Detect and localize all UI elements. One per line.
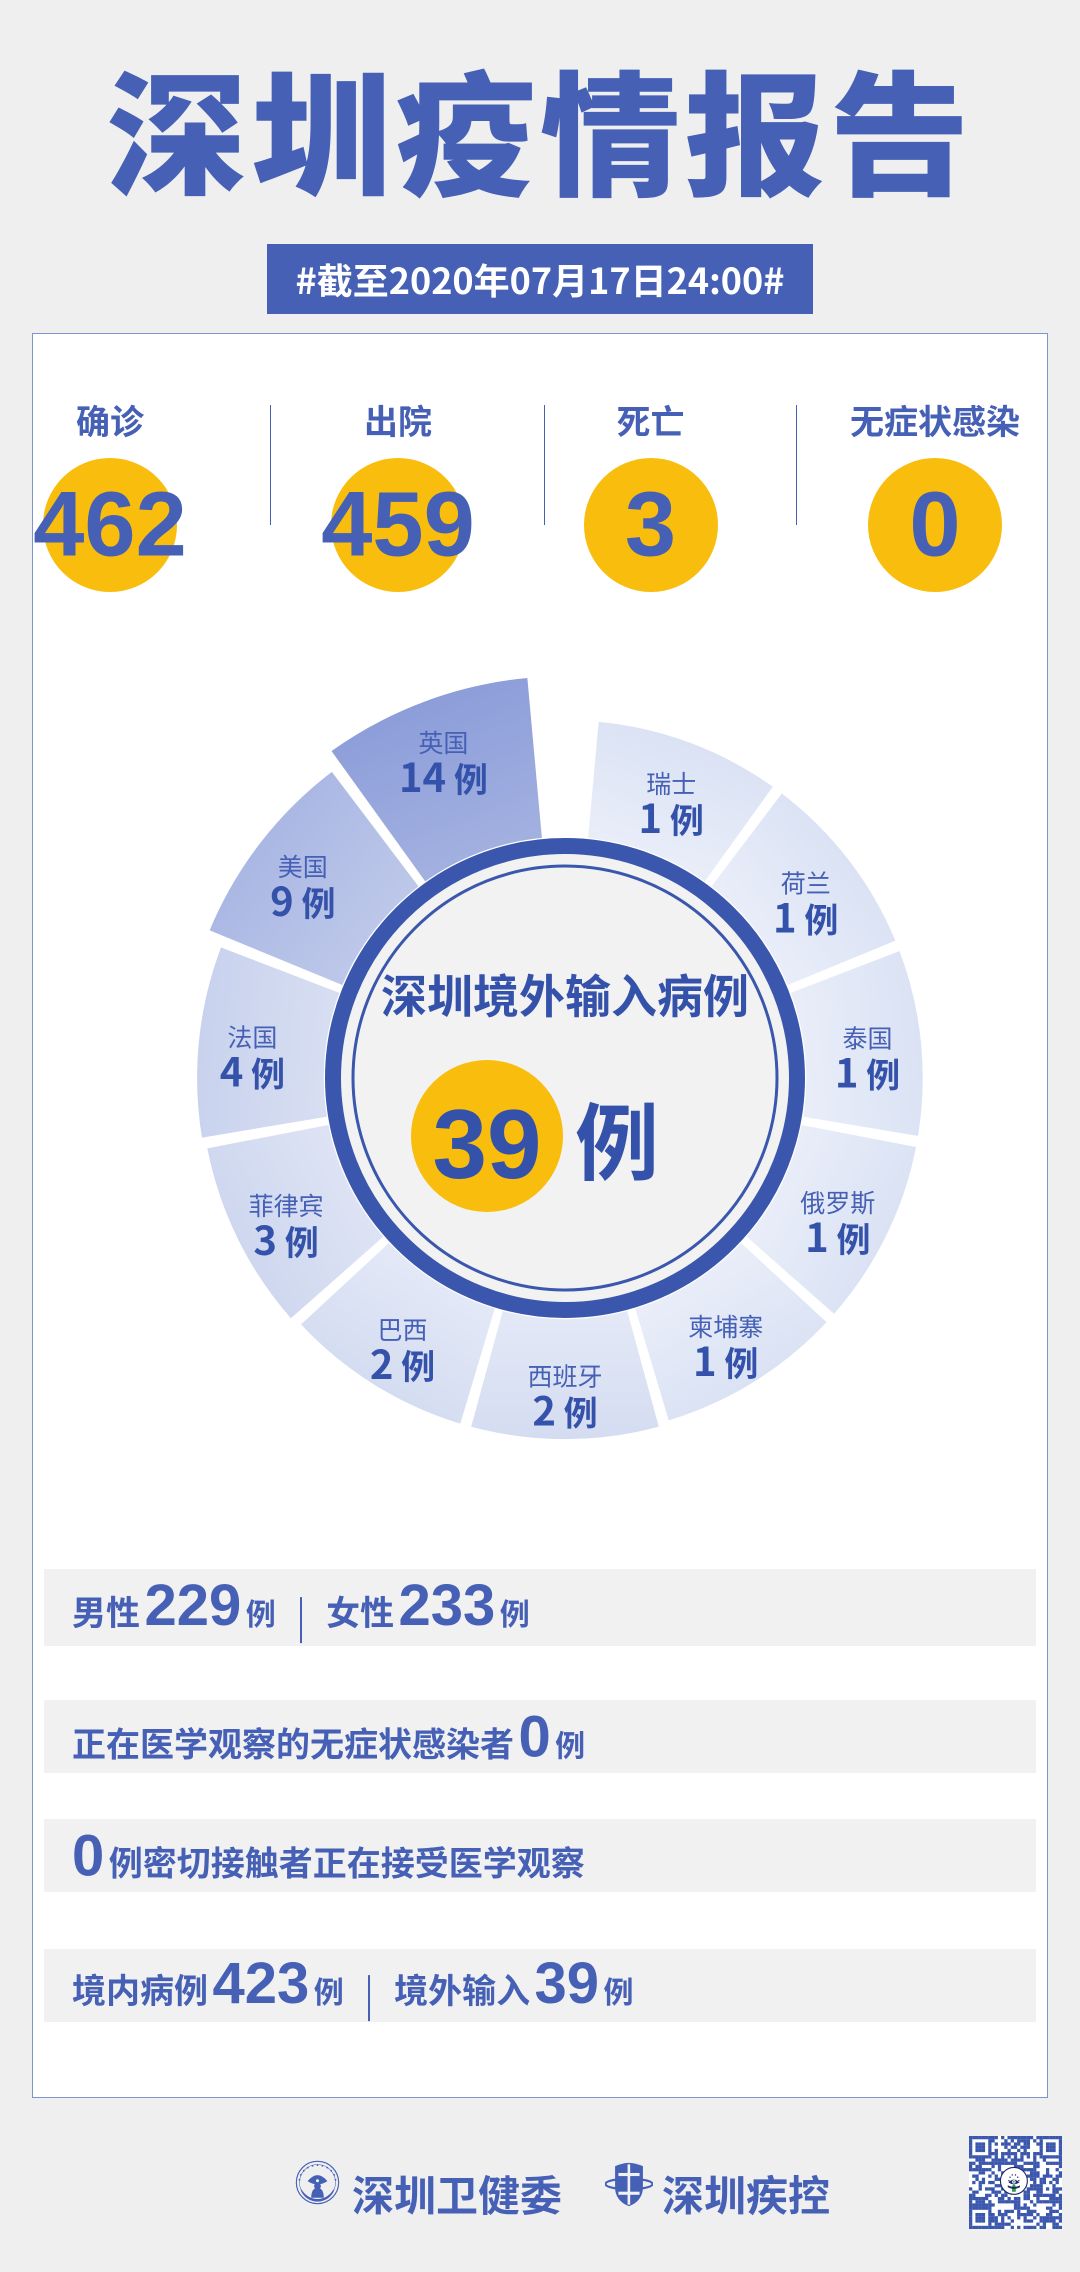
svg-text:深圳境外输入病例: 深圳境外输入病例 <box>381 961 749 1027</box>
svg-text:9 例: 9 例 <box>270 870 335 928</box>
svg-text:例: 例 <box>575 1078 659 1199</box>
svg-text:1 例: 1 例 <box>693 1330 758 1388</box>
svg-text:1 例: 1 例 <box>835 1042 900 1100</box>
svg-text:14 例: 14 例 <box>399 746 488 804</box>
svg-text:39: 39 <box>432 1089 541 1199</box>
svg-text:3 例: 3 例 <box>253 1209 318 1267</box>
svg-text:2 例: 2 例 <box>532 1379 597 1437</box>
svg-text:1 例: 1 例 <box>805 1206 870 1264</box>
svg-text:1 例: 1 例 <box>773 886 838 944</box>
svg-text:4 例: 4 例 <box>220 1041 285 1099</box>
svg-text:2 例: 2 例 <box>370 1333 435 1391</box>
svg-text:1 例: 1 例 <box>639 787 704 845</box>
